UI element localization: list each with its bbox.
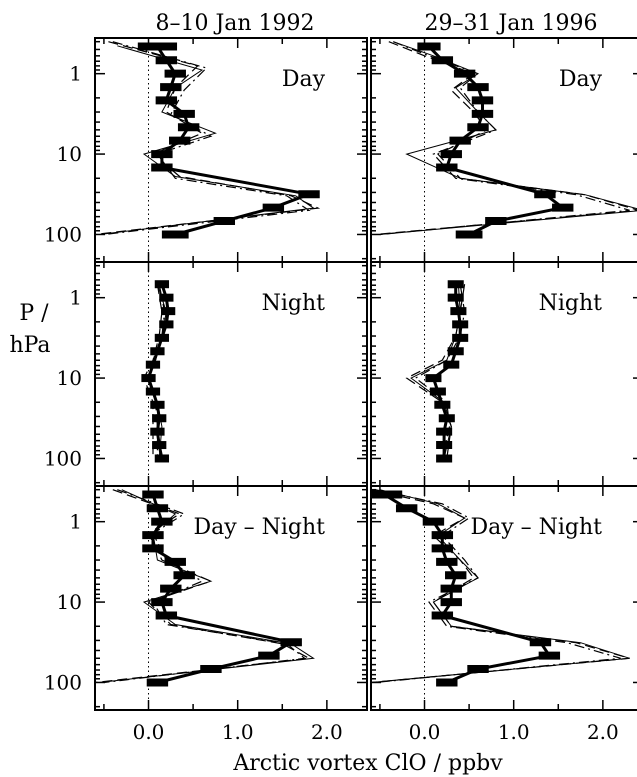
- retrieved-profile-line: [151, 494, 293, 684]
- panel-2-0: Day – Night 1 10 100 0.0 1.0 2.0: [44, 485, 368, 744]
- x-axis-title: Arctic vortex ClO / ppbv: [232, 751, 503, 776]
- retrieved-profile-line: [147, 283, 170, 459]
- retrieved-profile-line: [431, 284, 462, 459]
- panel-plot-area: [95, 38, 321, 262]
- y-tick-label: 1: [69, 510, 82, 534]
- model-line-solid: [379, 41, 637, 235]
- x-tick-label: 2.0: [587, 720, 619, 744]
- y-tick-label: 100: [44, 670, 82, 694]
- panel-label: Night: [539, 291, 603, 316]
- panel-plot-area: [95, 486, 315, 710]
- panel-label: Day – Night: [470, 515, 602, 540]
- x-tick-label: 1.0: [222, 720, 254, 744]
- x-tick-label: 0.0: [409, 720, 441, 744]
- y-axis-title-line2: hPa: [9, 333, 50, 358]
- x-tick-label: 2.0: [311, 720, 343, 744]
- model-line-dash-dot: [103, 41, 311, 236]
- column-title-1992: 8–10 Jan 1992: [155, 11, 314, 36]
- panel-frame: [94, 261, 368, 487]
- panel-1-0: Night 1 10 100: [44, 261, 368, 487]
- model-line-dash-dot: [414, 284, 466, 459]
- panel-plot-area: [371, 486, 630, 710]
- y-tick-label: 1: [69, 286, 82, 310]
- model-line-dashed: [143, 284, 163, 459]
- column-title-1996: 29–31 Jan 1996: [424, 11, 597, 36]
- panel-plot-area: [375, 38, 637, 262]
- y-tick-label: 10: [57, 590, 82, 614]
- panel-2-1: Day – Night 0.0 1.0 2.0: [370, 485, 637, 744]
- retrieved-profile-line: [427, 45, 565, 236]
- y-tick-label: 1: [69, 62, 82, 86]
- y-tick-label: 10: [57, 142, 82, 166]
- panel-label: Day – Night: [193, 515, 325, 540]
- panels-layer: Day 1 10 100 Day Night 1 10 100 Night Day – Night 1…: [44, 37, 637, 744]
- retrieved-profile-line: [156, 45, 311, 236]
- x-tick-label: 1.0: [498, 720, 530, 744]
- y-tick-label: 10: [57, 366, 82, 390]
- x-tick-label: 0.0: [133, 720, 165, 744]
- panel-plot-area: [405, 262, 469, 486]
- y-axis-title-line1: P /: [19, 301, 49, 326]
- panel-label: Day: [282, 67, 326, 92]
- panel-0-0: Day 1 10 100: [44, 37, 368, 263]
- panel-0-1: Day: [370, 37, 637, 263]
- model-line-solid: [371, 489, 630, 683]
- panel-frame: [94, 37, 368, 263]
- panel-label: Night: [262, 291, 326, 316]
- y-tick-label: 100: [44, 446, 82, 470]
- y-tick-label: 100: [44, 222, 82, 246]
- panel-1-1: Night: [370, 261, 637, 487]
- panel-label: Day: [559, 67, 603, 92]
- retrieved-profile-line: [383, 493, 551, 684]
- model-line-dashed: [371, 489, 630, 684]
- panel-plot-area: [141, 262, 176, 486]
